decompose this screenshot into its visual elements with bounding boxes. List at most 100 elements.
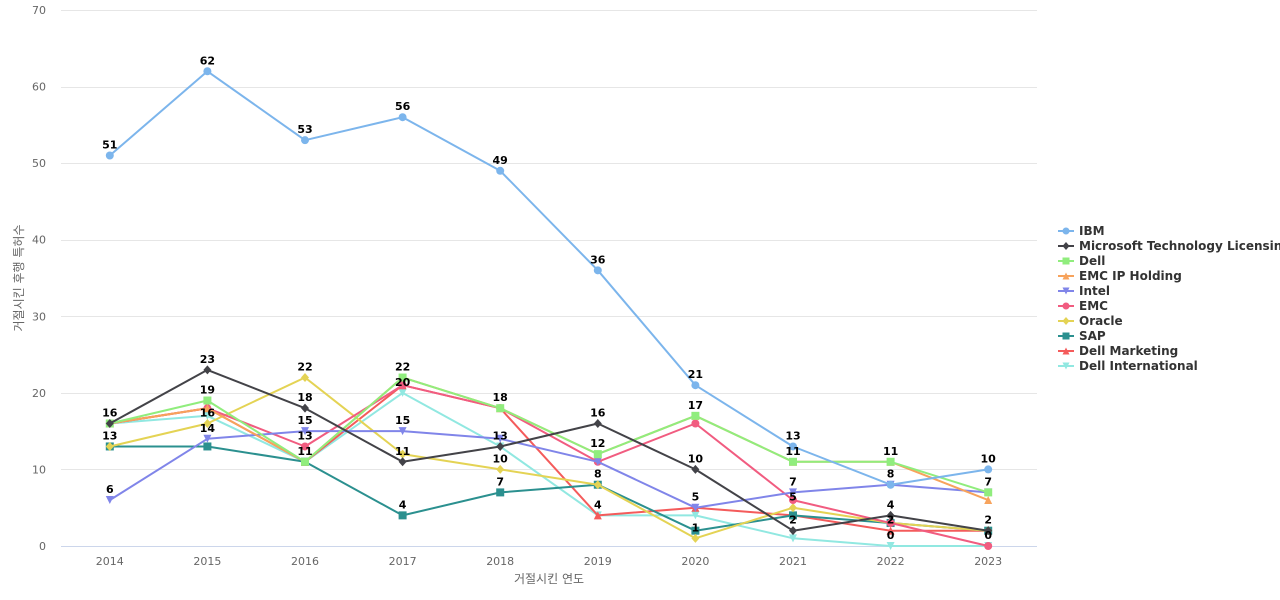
point-dell-international (789, 534, 797, 543)
legend-item-intel[interactable]: Intel (1058, 284, 1110, 298)
data-label: 7 (496, 475, 504, 488)
point-ibm (496, 166, 505, 175)
data-label: 4 (399, 498, 407, 511)
legend-item-emc[interactable]: EMC (1058, 299, 1108, 313)
data-label: 22 (297, 361, 312, 374)
legend-label: Oracle (1079, 314, 1123, 328)
point-dell (301, 457, 309, 466)
point-dell (691, 411, 700, 420)
point-microsoft-technology-licensing (691, 464, 700, 474)
data-label: 17 (688, 399, 703, 412)
legend-item-dell-marketing[interactable]: Dell Marketing (1058, 344, 1178, 358)
series-line-oracle (109, 376, 989, 540)
legend-item-dell-international[interactable]: Dell International (1058, 359, 1198, 373)
y-tick-label: 50 (32, 157, 46, 170)
point-ibm (301, 136, 309, 145)
point-dell-international (691, 511, 700, 520)
series-dell-marketing (105, 381, 993, 535)
point-microsoft-technology-licensing (398, 457, 407, 467)
x-axis-ticks: 2014 2015 2016 2017 2018 2019 2020 2021 2022 2023 (96, 555, 1002, 568)
point-intel (789, 488, 797, 497)
point-emc (789, 496, 797, 505)
legend-item-microsoft-technology-licensing[interactable]: Microsoft Technology Licensing (1058, 239, 1280, 253)
data-label: 8 (887, 468, 895, 481)
point-microsoft-technology-licensing (789, 526, 797, 536)
point-dell-international (886, 542, 895, 550)
point-microsoft-technology-licensing (593, 418, 602, 428)
data-label: 13 (102, 429, 117, 442)
data-label: 14 (200, 422, 216, 435)
point-microsoft-technology-licensing (886, 510, 895, 520)
y-tick-label: 60 (32, 81, 46, 94)
series-line-emc (109, 384, 989, 547)
point-ibm (398, 113, 407, 122)
point-emc (301, 442, 309, 451)
point-dell (496, 404, 505, 413)
legend-marker (1062, 257, 1070, 265)
data-label: 0 (984, 529, 992, 542)
x-tick-label: 2023 (974, 555, 1002, 568)
point-emc (886, 519, 895, 528)
series-microsoft-technology-licensing (105, 365, 993, 536)
point-dell (203, 396, 212, 405)
data-label: 53 (297, 123, 312, 136)
legend-label: SAP (1079, 329, 1106, 343)
y-axis-ticks: 0 10 20 30 40 50 60 70 (32, 4, 46, 553)
point-ibm (984, 465, 993, 474)
point-ibm (691, 381, 700, 390)
point-microsoft-technology-licensing (984, 526, 993, 536)
data-label: 21 (688, 368, 703, 381)
legend-marker (1062, 347, 1070, 355)
data-label: 0 (887, 529, 895, 542)
point-emc (984, 542, 993, 550)
data-label: 10 (493, 452, 509, 465)
point-microsoft-technology-licensing (496, 441, 505, 451)
point-ibm (593, 266, 602, 275)
data-label: 7 (789, 475, 797, 488)
data-label: 51 (102, 138, 117, 151)
y-tick-label: 20 (32, 387, 46, 400)
y-tick-label: 10 (32, 463, 46, 476)
x-tick-label: 2017 (389, 555, 417, 568)
point-intel (203, 434, 212, 443)
point-intel (496, 434, 505, 443)
x-tick-label: 2018 (486, 555, 514, 568)
data-label: 13 (493, 429, 508, 442)
x-tick-label: 2015 (193, 555, 221, 568)
point-dell (789, 457, 797, 466)
legend-item-dell[interactable]: Dell (1058, 254, 1105, 268)
y-tick-label: 0 (39, 540, 46, 553)
point-emc-ip-holding (984, 496, 993, 505)
point-intel (593, 457, 602, 466)
data-label: 2 (887, 514, 895, 527)
point-dell (593, 450, 602, 459)
point-ibm (105, 151, 114, 160)
data-label: 4 (887, 498, 895, 511)
legend-item-oracle[interactable]: Oracle (1058, 314, 1123, 328)
legend-marker (1062, 302, 1070, 310)
legend-marker (1062, 287, 1070, 295)
point-intel (398, 427, 407, 436)
legend-item-sap[interactable]: SAP (1058, 329, 1106, 343)
data-label: 16 (590, 406, 606, 419)
data-label: 12 (590, 437, 605, 450)
data-label: 11 (395, 445, 410, 458)
series-line-dell (109, 376, 989, 494)
legend-label: Intel (1079, 284, 1110, 298)
data-label: 2 (984, 514, 992, 527)
point-ibm (203, 67, 212, 76)
data-label: 5 (789, 491, 797, 504)
gridlines (61, 10, 1037, 470)
point-sap (789, 511, 797, 520)
data-label: 16 (200, 406, 216, 419)
data-label: 20 (395, 376, 411, 389)
legend-label: Dell (1079, 254, 1105, 268)
legend-item-ibm[interactable]: IBM (1058, 224, 1105, 238)
point-ibm (789, 442, 797, 451)
point-ibm (886, 480, 895, 489)
data-label: 36 (590, 253, 606, 266)
data-label: 11 (785, 445, 800, 458)
legend-item-emc-ip-holding[interactable]: EMC IP Holding (1058, 269, 1182, 283)
